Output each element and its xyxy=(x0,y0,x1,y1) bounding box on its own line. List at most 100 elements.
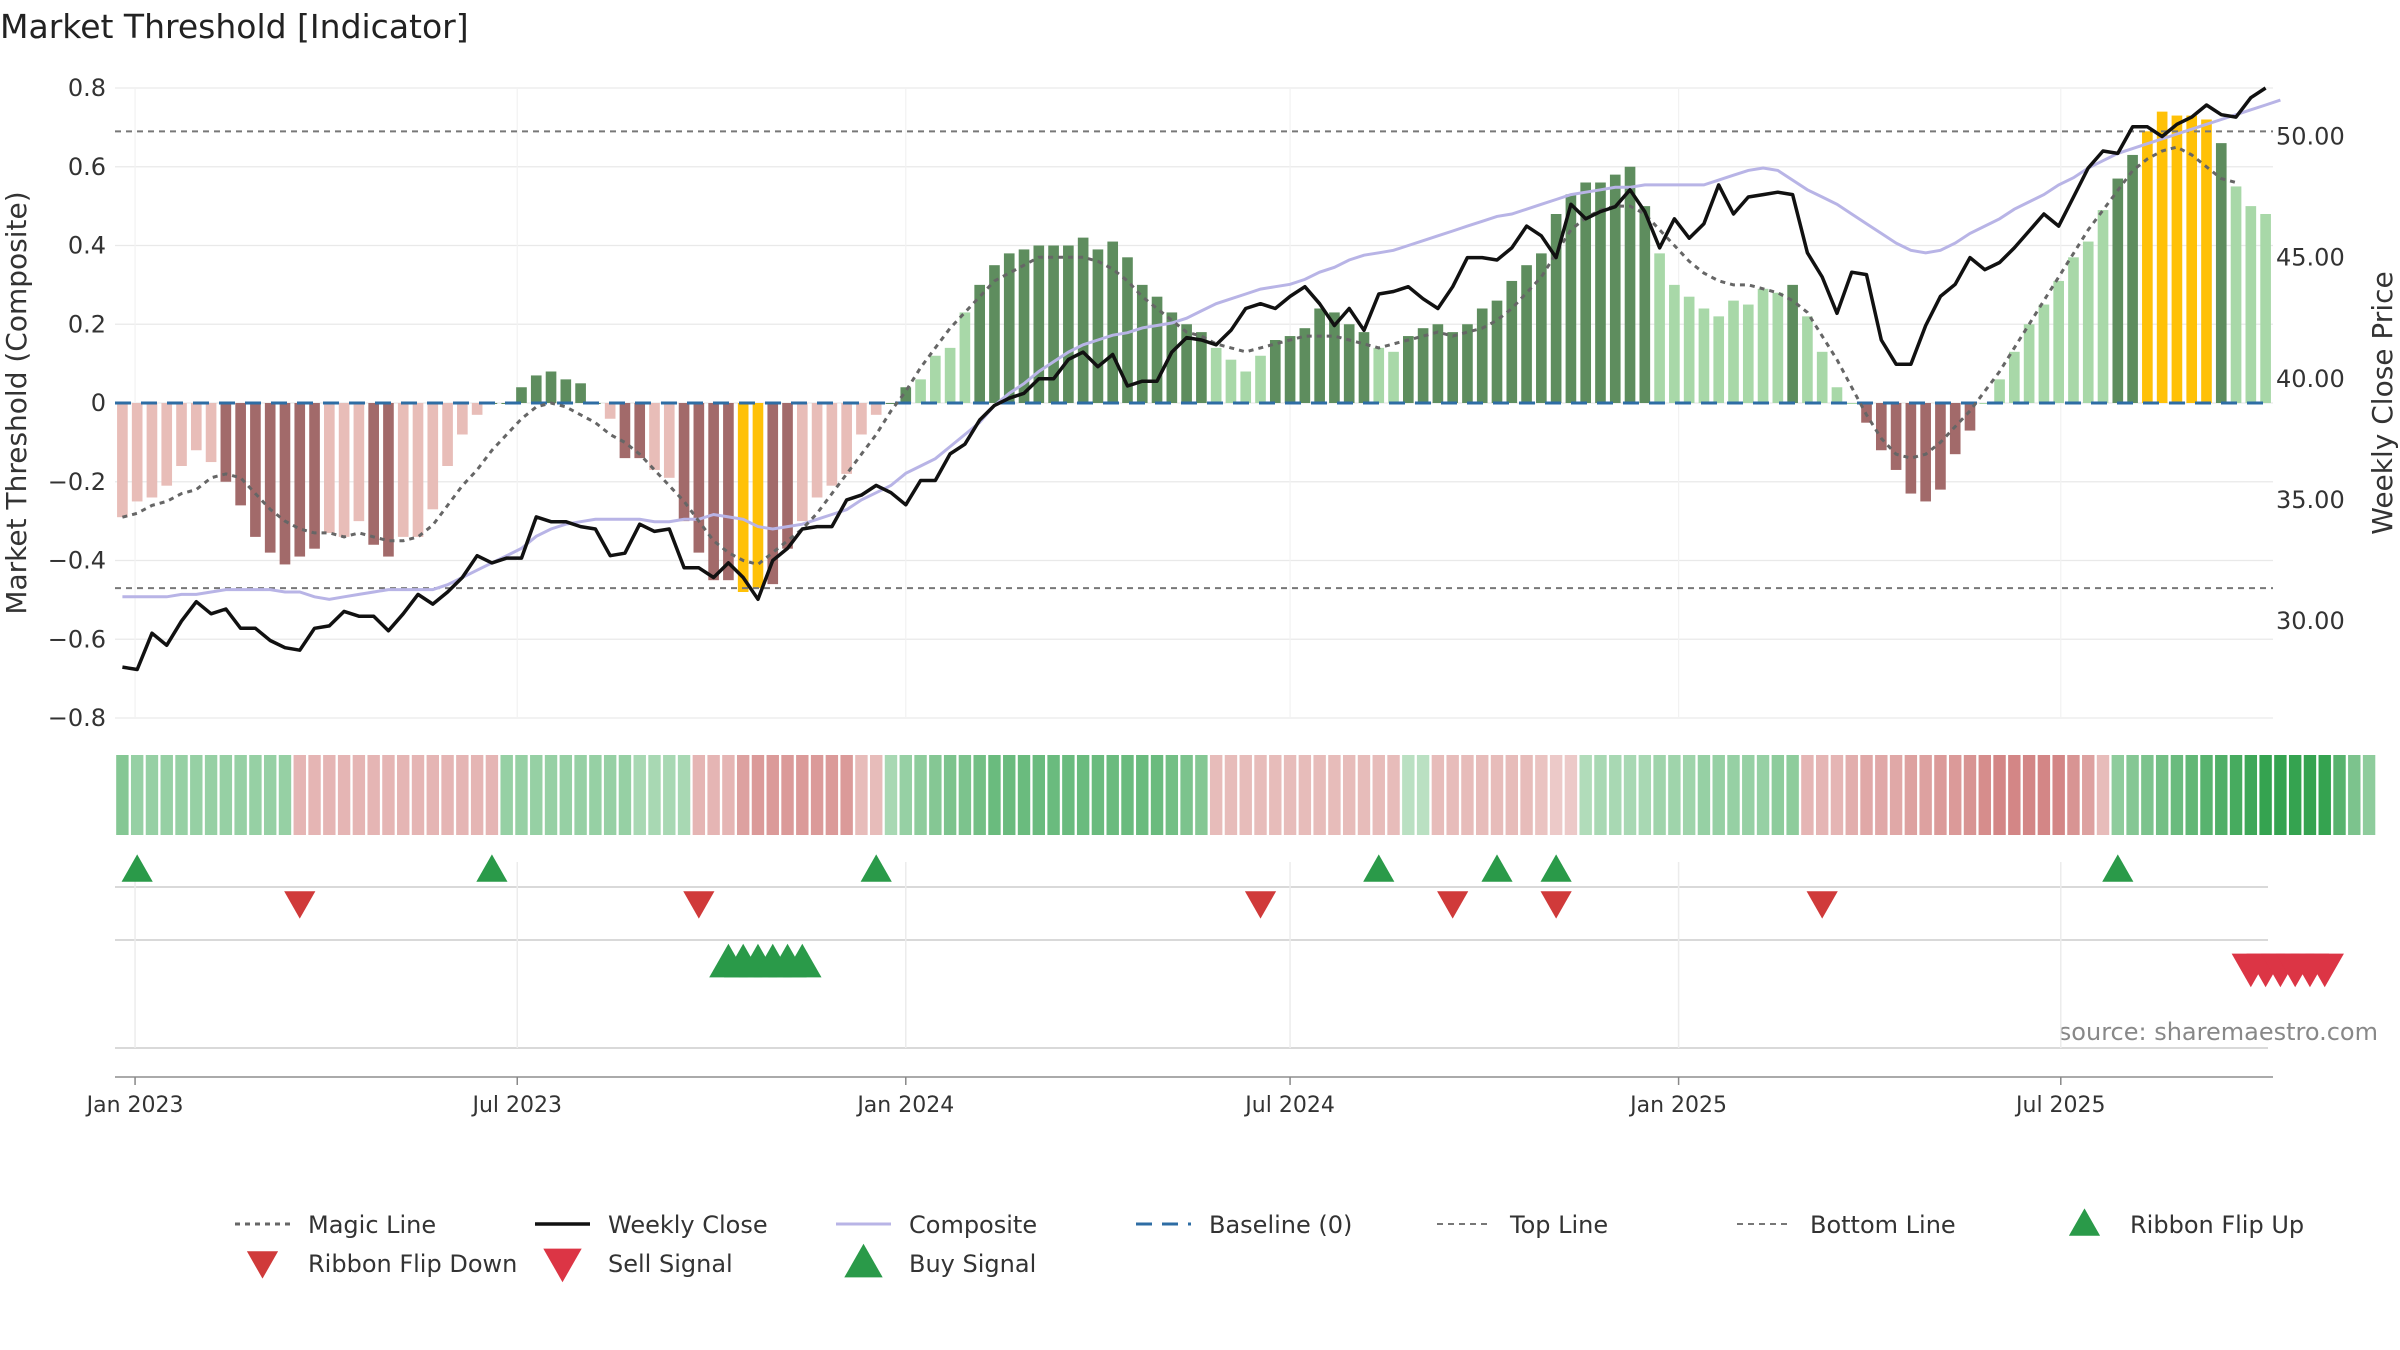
ribbon-segment xyxy=(1623,755,1637,835)
composite-bar xyxy=(1063,245,1074,403)
composite-bar xyxy=(811,403,823,498)
composite-bar xyxy=(604,403,616,419)
composite-bar xyxy=(737,403,749,592)
x-tick-label: Jan 2023 xyxy=(85,1093,184,1118)
composite-bar xyxy=(1979,403,1991,404)
y-tick-label-left: −0.8 xyxy=(48,704,106,732)
composite-bar xyxy=(1284,336,1296,403)
composite-bar xyxy=(2127,154,2138,403)
composite-bar xyxy=(2053,280,2064,403)
composite-bar xyxy=(1757,288,1769,403)
ribbon-segment xyxy=(2244,755,2258,835)
ribbon-segment xyxy=(2229,755,2243,835)
y-axis-label-left: Market Threshold (Composite) xyxy=(0,191,33,614)
ribbon-segment xyxy=(2008,755,2021,835)
ribbon-segment xyxy=(1298,755,1312,835)
composite-bar xyxy=(2097,210,2109,403)
composite-bar xyxy=(1077,237,1089,403)
legend-label: Ribbon Flip Down xyxy=(308,1250,517,1278)
ribbon-segment xyxy=(707,755,720,835)
ribbon-segment xyxy=(2155,755,2169,835)
weekly-close-line xyxy=(122,86,2267,672)
composite-bar xyxy=(1225,359,1237,403)
composite-bar xyxy=(1003,253,1015,403)
legend-swatch-flipup xyxy=(2068,1208,2101,1236)
composite-bar xyxy=(1462,324,1473,403)
composite-bar xyxy=(619,403,631,459)
ribbon-segment xyxy=(441,755,454,835)
composite-bar xyxy=(1580,182,1592,403)
composite-bar xyxy=(1018,249,1030,403)
composite-bar xyxy=(1358,332,1370,403)
ribbon-segment xyxy=(116,755,129,835)
ribbon-segment xyxy=(2185,755,2198,835)
ribbon-segment xyxy=(1224,755,1238,835)
ribbon-segment xyxy=(411,755,425,835)
composite-bar xyxy=(545,371,557,403)
ribbon-segment xyxy=(840,755,853,835)
ribbon-flip-up-marker xyxy=(476,854,508,882)
ribbon-segment xyxy=(1254,755,1267,835)
composite-bar xyxy=(1255,355,1266,403)
composite-bar xyxy=(989,265,1000,403)
composite-bar xyxy=(915,379,926,403)
composite-bar xyxy=(2215,143,2227,403)
ribbon-segment xyxy=(736,755,750,835)
x-tick-label: Jul 2025 xyxy=(2014,1093,2106,1118)
ribbon-segment xyxy=(1387,755,1400,835)
composite-bar xyxy=(1166,312,1178,403)
ribbon-segment xyxy=(884,755,898,835)
sell-signal-marker xyxy=(2305,953,2344,988)
composite-bar xyxy=(678,403,690,522)
ribbon-segment xyxy=(899,755,912,835)
ribbon-segment xyxy=(2037,755,2051,835)
ribbon-segment xyxy=(796,755,809,835)
y-tick-label-left: −0.2 xyxy=(48,468,106,496)
legend-item-sell: Sell Signal xyxy=(543,1248,733,1283)
composite-bar xyxy=(708,403,719,581)
ribbon-segment xyxy=(1461,755,1474,835)
ribbon-segment xyxy=(1756,755,1770,835)
ribbon-flip-up-marker xyxy=(1481,854,1513,882)
composite-bar xyxy=(530,375,542,403)
composite-bar xyxy=(2186,115,2198,403)
ribbon-segment xyxy=(1017,755,1031,835)
composite-bar xyxy=(2230,186,2242,403)
ribbon-segment xyxy=(1357,755,1371,835)
legend-label: Ribbon Flip Up xyxy=(2130,1211,2304,1239)
composite-bar xyxy=(1107,241,1119,403)
ribbon-segment xyxy=(2318,755,2331,835)
composite-bar xyxy=(826,403,838,486)
composite-bar xyxy=(2082,241,2094,403)
composite-bar xyxy=(1196,332,1207,403)
composite-bar xyxy=(1742,304,1754,403)
ribbon-segment xyxy=(1195,755,1208,835)
ribbon-segment xyxy=(1564,755,1578,835)
composite-bar xyxy=(2038,304,2050,403)
composite-bar xyxy=(856,403,867,435)
ribbon-segment xyxy=(1003,755,1016,835)
composite-bar xyxy=(1550,214,1562,403)
composite-bar xyxy=(294,403,306,557)
ribbon-segment xyxy=(1815,755,1829,835)
ribbon-segment xyxy=(515,755,528,835)
composite-bar xyxy=(723,403,734,581)
ribbon-segment xyxy=(1328,755,1341,835)
ribbon-segment xyxy=(559,755,573,835)
composite-bar xyxy=(1491,300,1503,403)
ribbon-segment xyxy=(1889,755,1903,835)
composite-bar xyxy=(2156,111,2168,403)
composite-bar xyxy=(2171,115,2183,403)
y-tick-label-left: 0.6 xyxy=(68,153,106,181)
composite-bar xyxy=(1698,308,1710,403)
source-credit: source: sharemaestro.com xyxy=(2059,1018,2378,1046)
ribbon-segment xyxy=(1342,755,1356,835)
composite-bar xyxy=(1816,351,1828,403)
ribbon-segment xyxy=(323,755,336,835)
composite-bar xyxy=(841,403,852,474)
ribbon-segment xyxy=(2259,755,2272,835)
ribbon-segment xyxy=(1742,755,1755,835)
legend-item-close: Weekly Close xyxy=(535,1211,768,1239)
composite-bar xyxy=(1831,387,1843,403)
ribbon-flip-up-marker xyxy=(2102,854,2134,882)
